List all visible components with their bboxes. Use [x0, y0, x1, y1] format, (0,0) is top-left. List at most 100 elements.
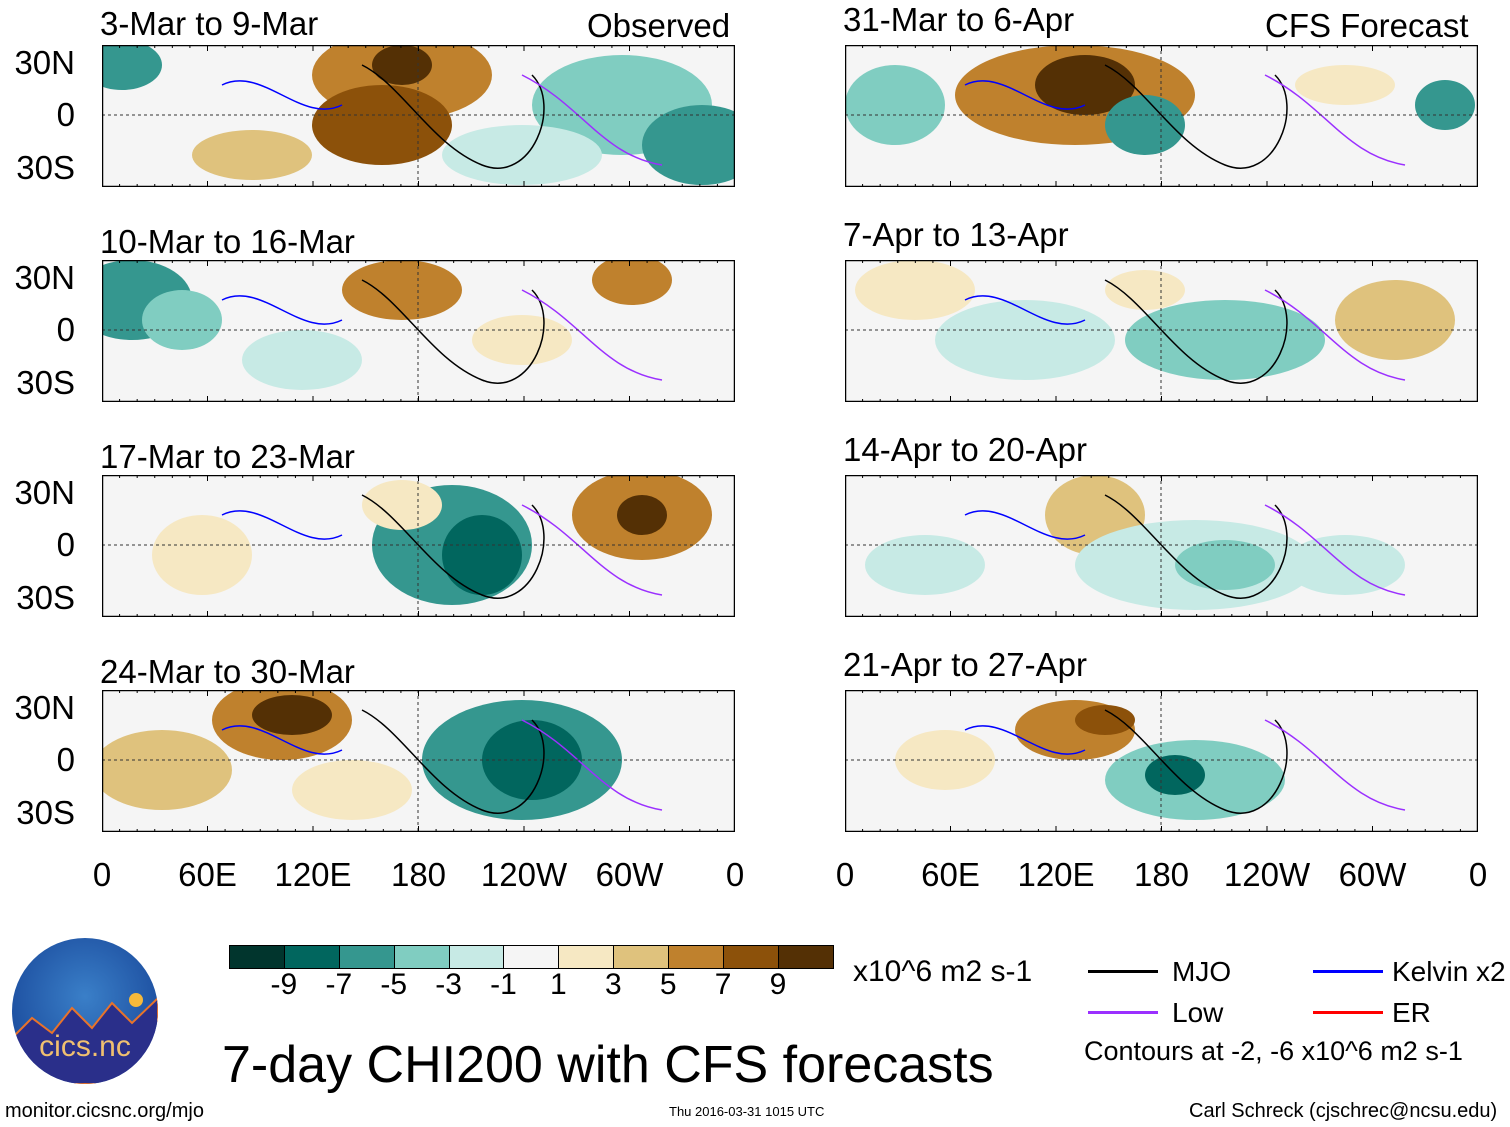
panel-title: 3-Mar to 9-Mar — [100, 5, 319, 42]
low-contour — [521, 74, 663, 166]
lon-label: 120W — [1223, 856, 1311, 893]
anomaly-shading — [642, 105, 735, 185]
lat-label: 0 — [56, 311, 75, 348]
panel-border — [845, 260, 1478, 402]
lon-label: 0 — [92, 856, 112, 893]
colorbar-label: -1 — [490, 968, 517, 1001]
lon-label: 120E — [1017, 856, 1095, 893]
map-panel — [845, 45, 1478, 187]
anomaly-shading — [845, 65, 945, 145]
map-panel — [102, 45, 735, 187]
anomaly-shading — [192, 130, 312, 180]
kelvin-contour — [221, 80, 343, 110]
map-panel — [845, 260, 1478, 402]
anomaly-shading — [855, 260, 975, 320]
anomaly-shading — [142, 290, 222, 350]
colorbar-label: -9 — [270, 968, 298, 1001]
panel-title: 24-Mar to 30-Mar — [100, 653, 355, 690]
colorbar-label: 1 — [550, 968, 567, 1001]
legend-er-label: ER — [1392, 997, 1431, 1028]
lon-label: 60E — [178, 856, 237, 893]
kelvin-contour — [964, 80, 1086, 110]
anomaly-shading — [1075, 705, 1135, 735]
lon-label: 0 — [1468, 856, 1488, 893]
map-panel — [845, 690, 1478, 832]
lon-label: 60W — [595, 856, 664, 893]
low-contour — [1264, 74, 1406, 166]
anomaly-shading — [895, 730, 995, 790]
lon-label: 180 — [390, 856, 447, 893]
kelvin-contour — [221, 510, 343, 540]
panel-border — [845, 45, 1478, 187]
footer-url[interactable]: monitor.cicsnc.org/mjo — [5, 1100, 204, 1122]
colorbar-label: 5 — [659, 968, 677, 1001]
anomaly-shading — [102, 45, 162, 90]
colorbar-swatch — [669, 946, 725, 968]
panel-border — [102, 45, 735, 187]
colorbar-label: -7 — [325, 968, 353, 1001]
colorbar-swatch — [614, 946, 670, 968]
lat-label: 30N — [14, 259, 75, 296]
lon-label: 60E — [921, 856, 980, 893]
anomaly-shading — [1415, 80, 1475, 130]
colorbar-units: x10^6 m2 s-1 — [853, 955, 1033, 988]
kelvin-contour — [221, 725, 343, 755]
lat-label: 30N — [14, 44, 75, 81]
mjo-contour — [361, 494, 545, 599]
anomaly-shading — [1105, 95, 1185, 155]
low-contour — [521, 719, 663, 811]
panel-border — [102, 690, 735, 832]
mjo-contour — [1104, 494, 1288, 599]
colorbar-label: 9 — [769, 968, 787, 1001]
kelvin-contour — [964, 725, 1086, 755]
lat-label: 0 — [56, 741, 75, 778]
anomaly-shading — [865, 535, 985, 595]
anomaly-shading — [242, 330, 362, 390]
lat-label: 30S — [16, 579, 75, 616]
anomaly-shading — [1295, 65, 1395, 105]
anomaly-shading — [1175, 540, 1275, 590]
colorbar-swatch — [449, 946, 505, 968]
lon-label: 180 — [1133, 856, 1190, 893]
map-panel — [102, 260, 735, 402]
cfs-forecast-header: CFS Forecast — [1265, 7, 1469, 44]
anomaly-shading — [252, 695, 332, 735]
panel-title: 31-Mar to 6-Apr — [843, 1, 1075, 38]
anomaly-shading — [935, 300, 1115, 380]
legend-low-line — [1088, 1011, 1158, 1014]
colorbar-label: -3 — [435, 968, 462, 1001]
lat-label: 30N — [14, 474, 75, 511]
lon-label: 120W — [480, 856, 568, 893]
lon-label: 60W — [1338, 856, 1407, 893]
lon-label: 0 — [835, 856, 855, 893]
panel-title: 14-Apr to 20-Apr — [843, 431, 1087, 468]
lat-label: 30S — [16, 364, 75, 401]
colorbar-swatch — [339, 946, 395, 968]
anomaly-shading — [472, 315, 572, 365]
legend-er-line — [1313, 1011, 1383, 1014]
lon-label: 0 — [725, 856, 745, 893]
anomaly-shading — [442, 515, 522, 595]
anomaly-shading — [372, 45, 432, 85]
map-panel — [102, 690, 735, 832]
colorbar-label: -5 — [380, 968, 408, 1001]
panel-title: 10-Mar to 16-Mar — [100, 223, 355, 260]
lat-label: 0 — [56, 526, 75, 563]
mjo-contour — [361, 709, 545, 814]
anomaly-shading — [442, 125, 602, 185]
anomaly-shading — [152, 515, 252, 595]
panel-border — [102, 475, 735, 617]
low-contour — [1264, 719, 1406, 811]
colorbar-swatch — [559, 946, 615, 968]
legend-kelvin-label: Kelvin x2 — [1392, 956, 1506, 987]
anomaly-shading — [1035, 55, 1135, 115]
mjo-contour — [361, 279, 545, 384]
kelvin-contour — [964, 295, 1086, 325]
observed-header: Observed — [587, 7, 731, 44]
legend-low-label: Low — [1172, 997, 1224, 1028]
cics-logo: cics.nc — [12, 938, 158, 1084]
low-contour — [521, 504, 663, 596]
map-panel — [102, 475, 735, 617]
lat-label: 30S — [16, 794, 75, 831]
